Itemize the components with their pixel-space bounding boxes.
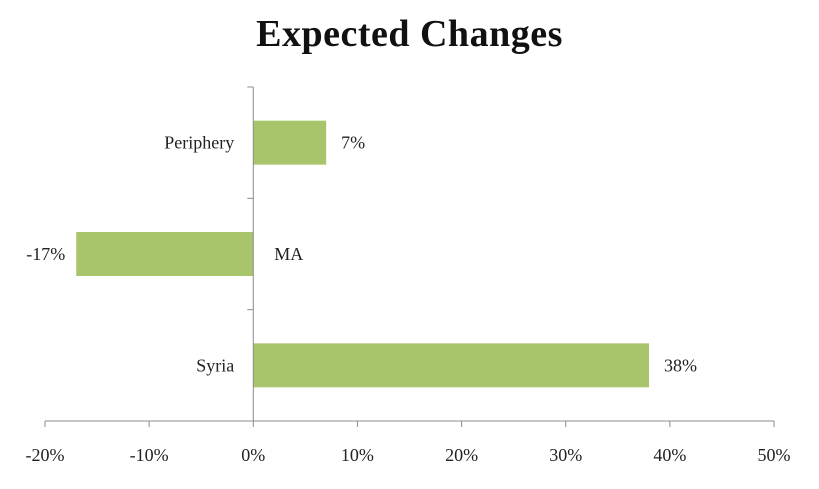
x-tick-label: -10% (130, 445, 169, 465)
x-tick-label: 40% (653, 445, 686, 465)
bars-layer (76, 120, 650, 388)
x-tick-label: 10% (341, 445, 374, 465)
x-tick-label: 0% (241, 445, 265, 465)
chart-title: Expected Changes (256, 13, 563, 55)
x-tick-label: 30% (549, 445, 582, 465)
x-tick-label: 50% (758, 445, 791, 465)
labels-layer: Periphery 7% MA -17% Syria 38% -20% -10% 0% 10% 20… (26, 133, 791, 465)
x-tick-label: 20% (445, 445, 478, 465)
category-label: MA (274, 244, 303, 264)
bar-syria (253, 343, 650, 388)
axes-layer (44, 86, 775, 427)
bar-periphery (253, 120, 327, 165)
category-label: Syria (196, 355, 234, 375)
data-label: 38% (664, 355, 697, 375)
data-label: 7% (341, 133, 365, 153)
bar-ma (76, 232, 254, 276)
x-tick-label: -20% (26, 445, 65, 465)
category-label: Periphery (164, 133, 234, 153)
data-label: -17% (26, 244, 65, 264)
